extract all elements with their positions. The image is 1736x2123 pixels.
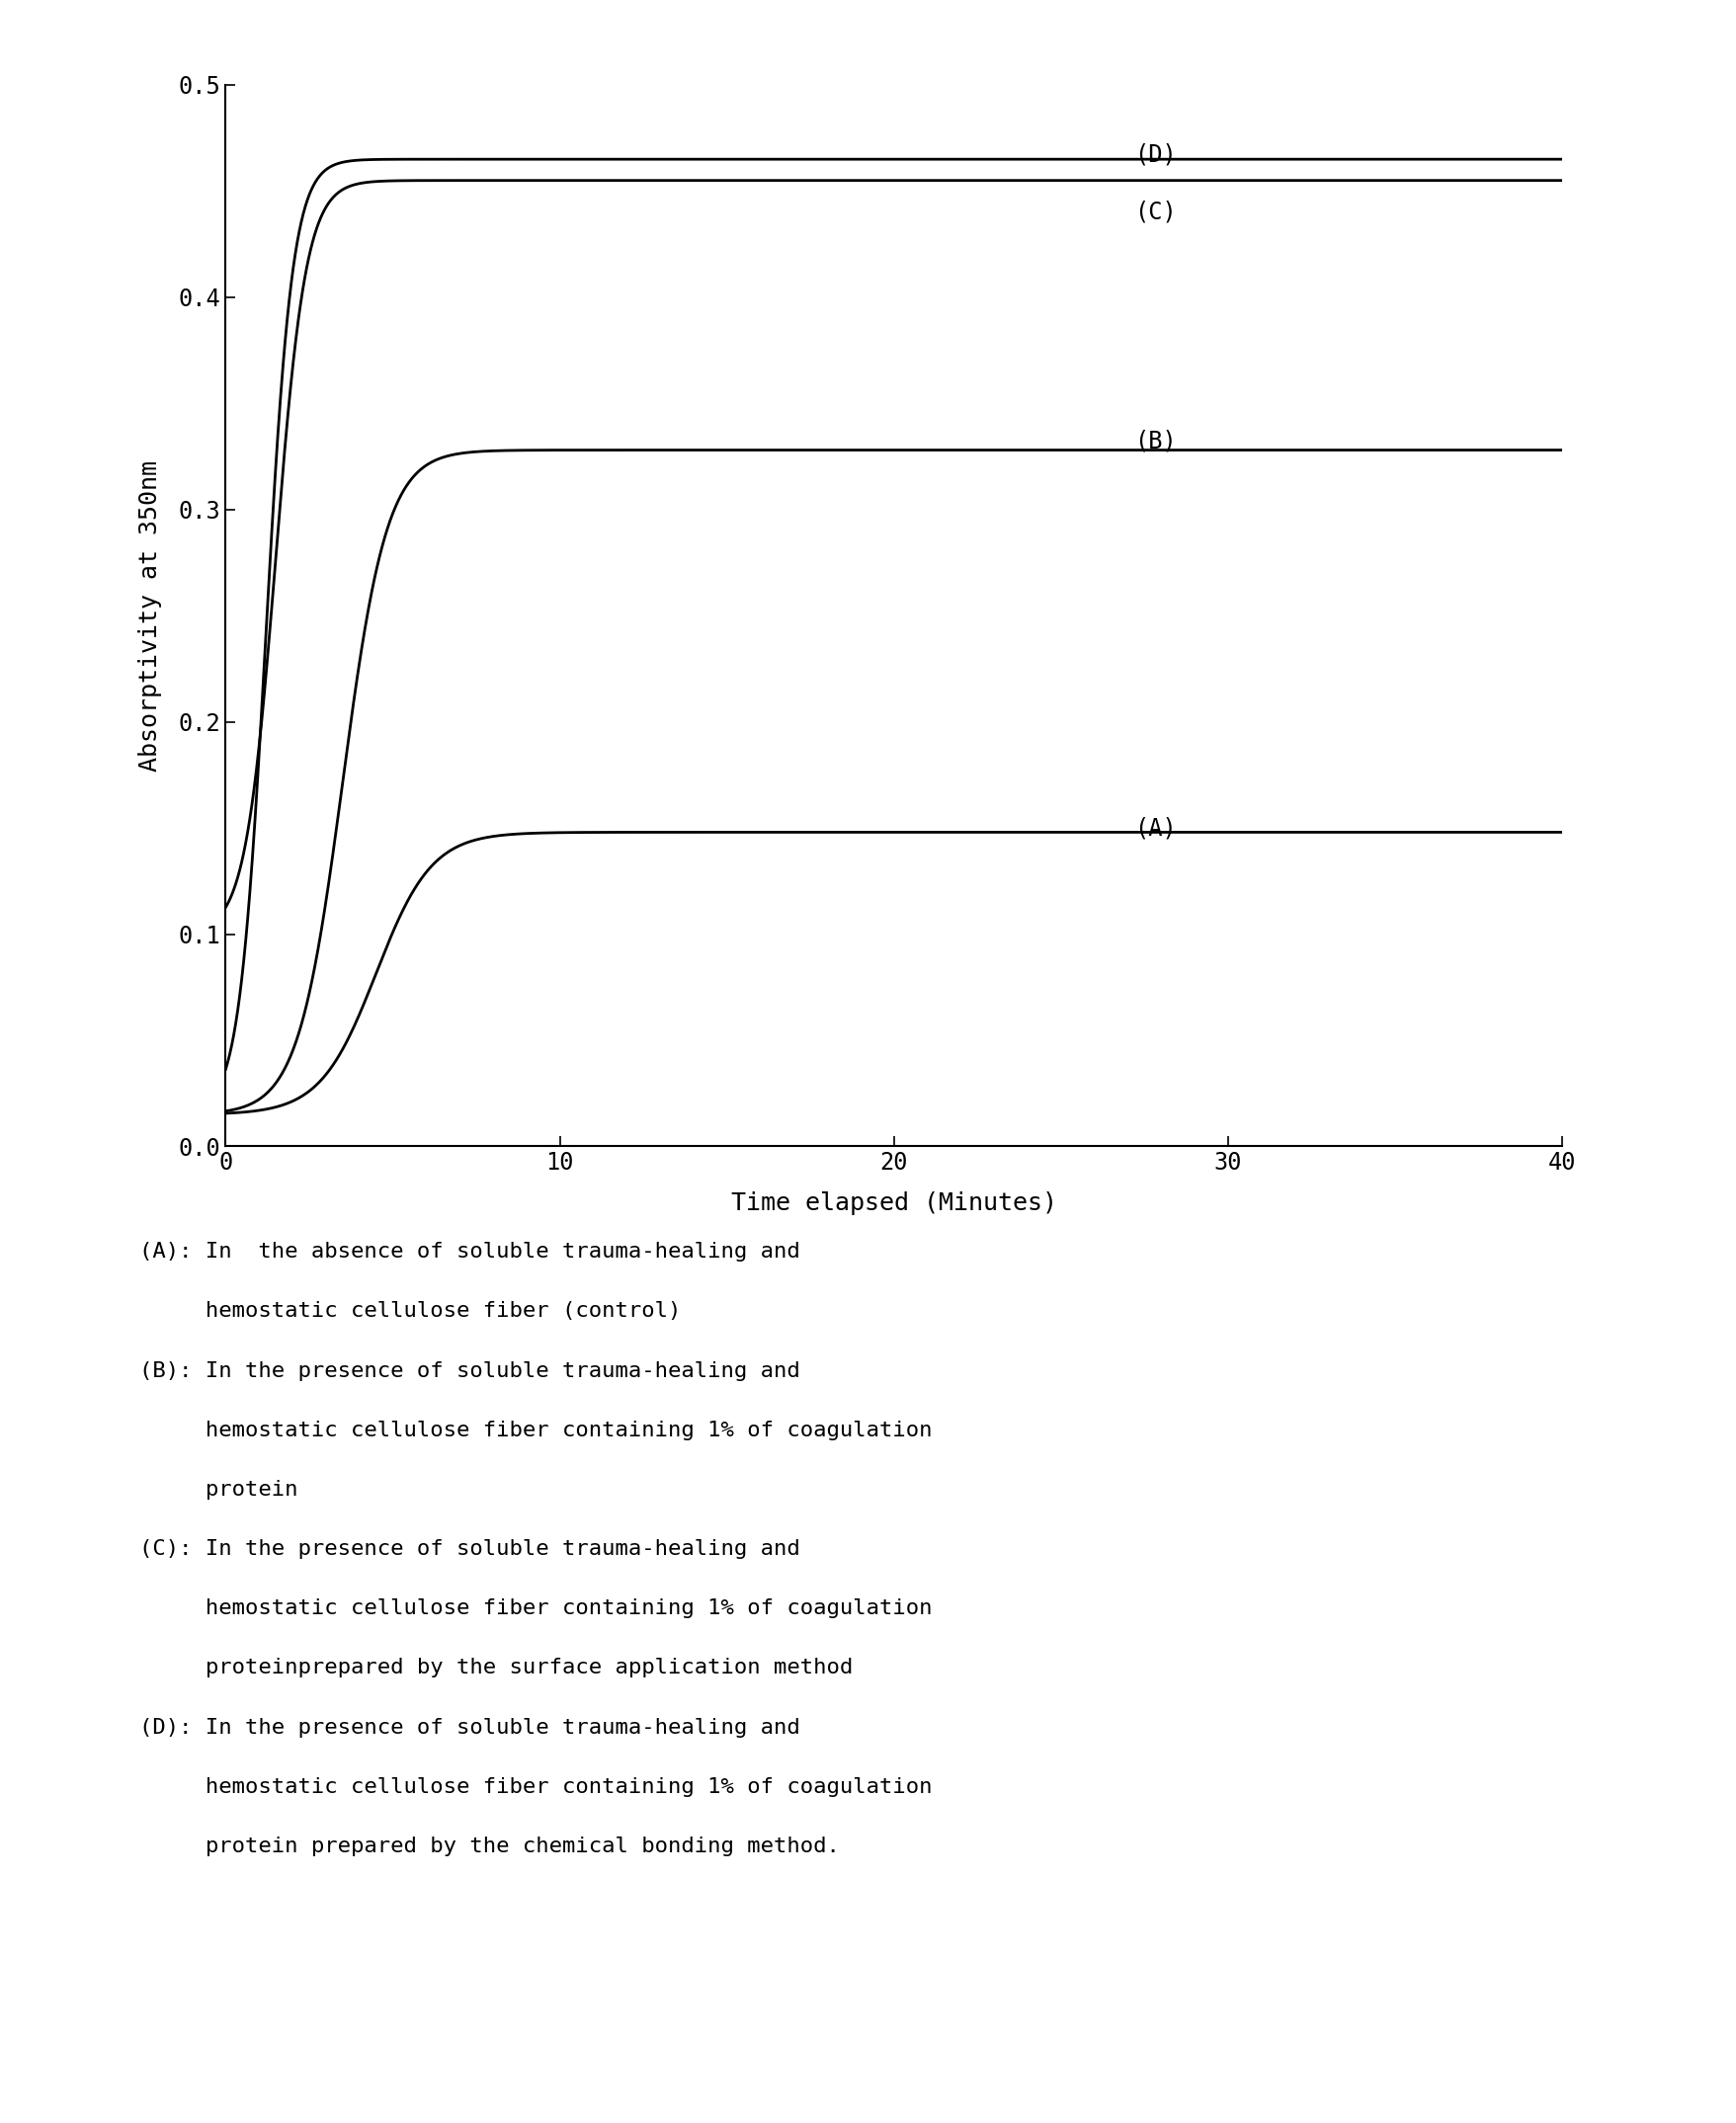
Text: hemostatic cellulose fiber (control): hemostatic cellulose fiber (control) xyxy=(139,1301,681,1321)
Text: proteinprepared by the surface application method: proteinprepared by the surface applicati… xyxy=(139,1658,852,1677)
Text: (A): In  the absence of soluble trauma-healing and: (A): In the absence of soluble trauma-he… xyxy=(139,1242,800,1261)
Text: (A): (A) xyxy=(1135,815,1177,841)
Text: (C): In the presence of soluble trauma-healing and: (C): In the presence of soluble trauma-h… xyxy=(139,1539,800,1558)
Text: (C): (C) xyxy=(1135,200,1177,225)
Text: hemostatic cellulose fiber containing 1% of coagulation: hemostatic cellulose fiber containing 1%… xyxy=(139,1599,932,1618)
X-axis label: Time elapsed (Minutes): Time elapsed (Minutes) xyxy=(731,1191,1057,1214)
Text: (D): (D) xyxy=(1135,142,1177,168)
Text: (D): In the presence of soluble trauma-healing and: (D): In the presence of soluble trauma-h… xyxy=(139,1718,800,1737)
Y-axis label: Absorptivity at 350nm: Absorptivity at 350nm xyxy=(139,461,161,771)
Text: protein prepared by the chemical bonding method.: protein prepared by the chemical bonding… xyxy=(139,1836,838,1856)
Text: protein: protein xyxy=(139,1480,297,1499)
Text: hemostatic cellulose fiber containing 1% of coagulation: hemostatic cellulose fiber containing 1%… xyxy=(139,1420,932,1439)
Text: hemostatic cellulose fiber containing 1% of coagulation: hemostatic cellulose fiber containing 1%… xyxy=(139,1777,932,1796)
Text: (B): (B) xyxy=(1135,429,1177,454)
Text: (B): In the presence of soluble trauma-healing and: (B): In the presence of soluble trauma-h… xyxy=(139,1361,800,1380)
